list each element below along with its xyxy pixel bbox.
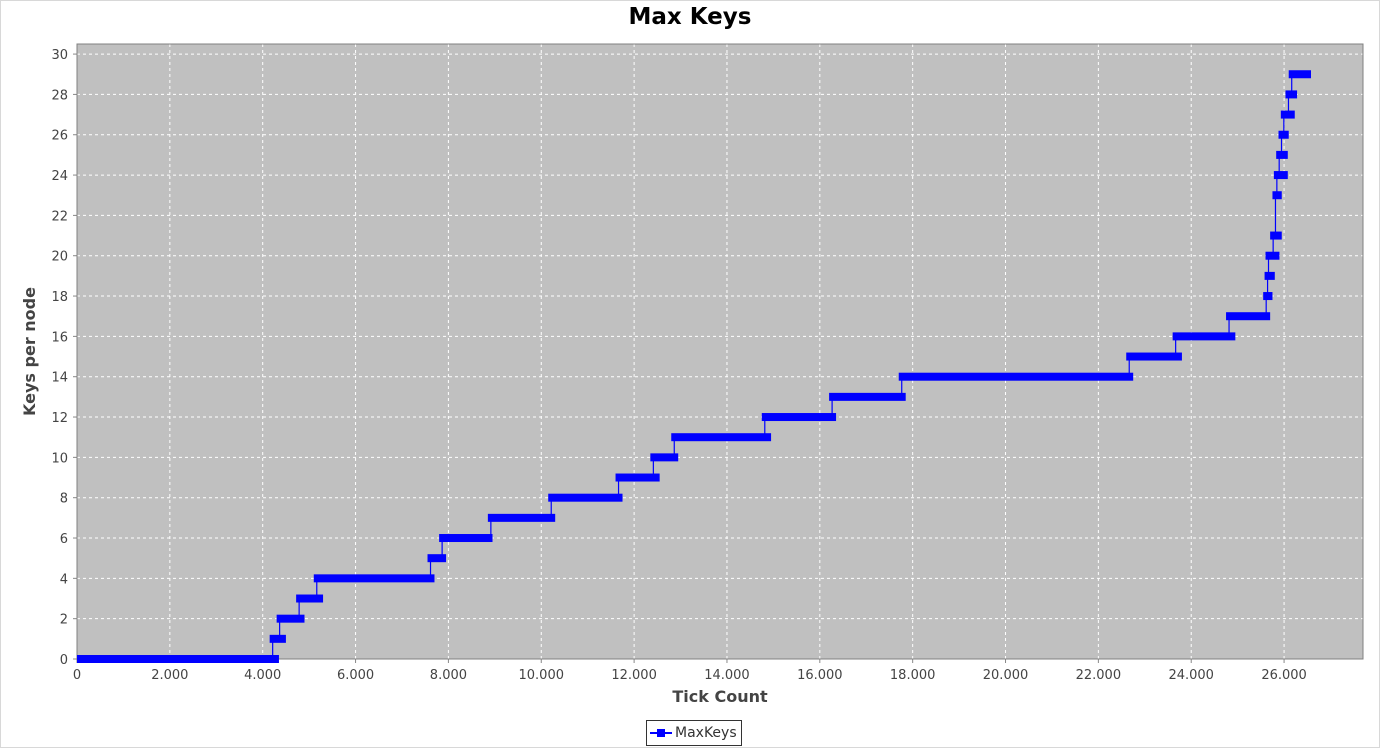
- step-segment-y14: [898, 372, 1134, 381]
- x-tick-label: 8.000: [430, 668, 467, 683]
- y-tick-label: 10: [51, 451, 68, 466]
- chart-title: Max Keys: [628, 4, 752, 30]
- y-tick-label: 14: [51, 371, 68, 386]
- step-segment-y17: [1226, 312, 1271, 321]
- x-tick-label: 24.000: [1168, 668, 1214, 683]
- step-segment-y9: [615, 473, 660, 482]
- x-tick-label: 16.000: [797, 668, 843, 683]
- x-tick-label: 0: [73, 668, 81, 683]
- step-segment-y2: [276, 614, 305, 623]
- step-segment-y21: [1270, 231, 1282, 240]
- step-segment-y15: [1126, 352, 1182, 361]
- y-tick-label: 0: [60, 653, 68, 668]
- y-tick-label: 4: [60, 572, 68, 587]
- x-tick-label: 20.000: [983, 668, 1029, 683]
- step-segment-y7: [487, 513, 556, 522]
- step-segment-y6: [439, 534, 493, 543]
- y-tick-label: 8: [60, 492, 68, 507]
- y-tick-label: 2: [60, 613, 68, 628]
- step-segment-y26: [1278, 130, 1289, 139]
- step-segment-y25: [1276, 150, 1288, 159]
- x-tick-label: 4.000: [244, 668, 281, 683]
- x-tick-label: 2.000: [151, 668, 188, 683]
- y-tick-label: 28: [51, 88, 68, 103]
- y-tick-label: 12: [51, 411, 68, 426]
- step-segment-y5: [427, 554, 447, 563]
- step-segment-y10: [650, 453, 679, 462]
- x-tick-label: 22.000: [1076, 668, 1122, 683]
- step-segment-y27: [1280, 110, 1295, 119]
- y-tick-label: 18: [51, 290, 68, 305]
- series-maxkeys: [77, 70, 1312, 663]
- step-segment-y0: [77, 655, 279, 663]
- step-segment-y29: [1288, 70, 1312, 79]
- step-segment-y19: [1264, 271, 1275, 280]
- step-segment-y20: [1265, 251, 1280, 260]
- x-axis-title: Tick Count: [672, 687, 768, 706]
- y-axis-title: Keys per node: [20, 287, 39, 416]
- x-tick-label: 26.000: [1261, 668, 1307, 683]
- step-segment-y8: [548, 493, 623, 502]
- step-segment-y4: [313, 574, 435, 583]
- legend-series-label: MaxKeys: [675, 725, 737, 741]
- step-segment-y12: [761, 413, 837, 422]
- x-tick-label: 14.000: [704, 668, 750, 683]
- y-tick-label: 20: [51, 250, 68, 265]
- step-segment-y3: [296, 594, 324, 603]
- x-tick-label: 18.000: [890, 668, 936, 683]
- step-segment-y1: [269, 634, 286, 643]
- step-segment-y16: [1172, 332, 1236, 341]
- x-tick-label: 6.000: [337, 668, 374, 683]
- legend-series-marker: [650, 727, 672, 739]
- y-tick-label: 16: [51, 330, 68, 345]
- step-segment-y11: [671, 433, 772, 442]
- x-tick-label: 12.000: [611, 668, 657, 683]
- step-segment-y18: [1263, 292, 1273, 301]
- step-segment-y13: [829, 392, 906, 401]
- y-tick-label: 24: [51, 169, 68, 184]
- y-tick-label: 30: [51, 48, 68, 63]
- y-tick-label: 22: [51, 209, 68, 224]
- step-segment-y28: [1285, 90, 1298, 99]
- y-tick-label: 6: [60, 532, 68, 547]
- step-segment-y24: [1273, 171, 1288, 180]
- plot-area: [77, 44, 1363, 659]
- grid-lines: [77, 44, 1363, 659]
- axes: 0 2.000 4.000 6.000 8.000 10.000 12.000 14.000 1…: [51, 43, 1364, 683]
- legend: MaxKeys: [646, 720, 742, 746]
- y-tick-label: 26: [51, 129, 68, 144]
- step-segment-y23: [1272, 191, 1282, 200]
- x-tick-label: 10.000: [519, 668, 565, 683]
